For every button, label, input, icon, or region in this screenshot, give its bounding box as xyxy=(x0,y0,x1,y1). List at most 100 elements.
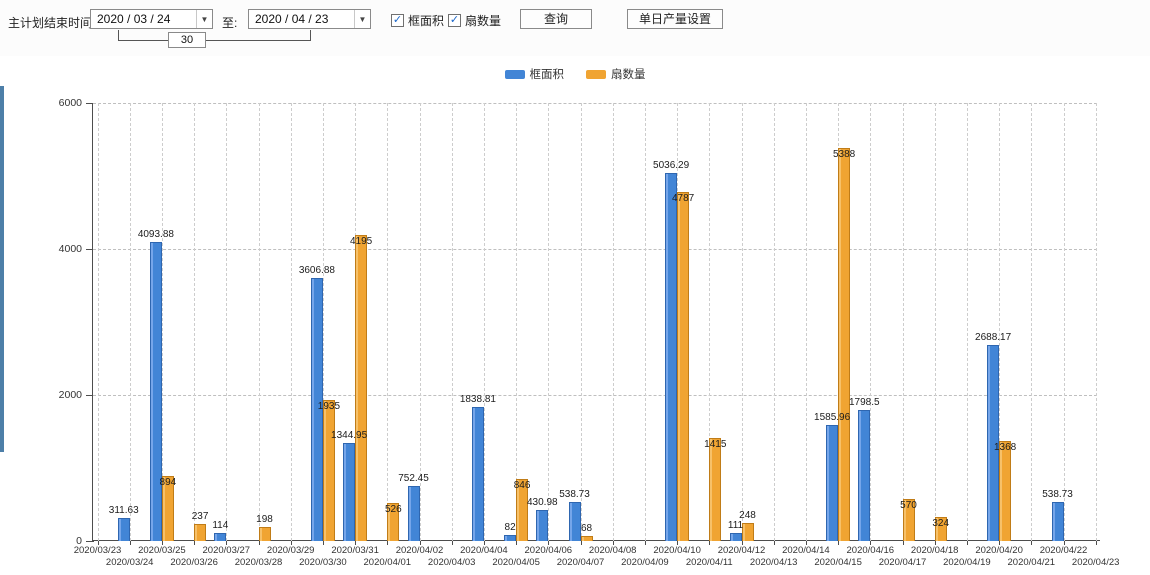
legend-item-fan-count: 扇数量 xyxy=(586,66,646,82)
gridline-vertical xyxy=(129,103,131,541)
checkbox-checked-icon[interactable]: ✓ xyxy=(391,14,404,27)
x-axis-tick xyxy=(516,541,518,545)
y-axis-tick-label: 6000 xyxy=(58,97,82,109)
bar-value-label: 538.73 xyxy=(559,488,590,500)
bar-frame-area xyxy=(665,173,678,541)
x-axis-tick xyxy=(355,541,357,545)
bar-fan-count xyxy=(387,502,400,541)
gridline-horizontal xyxy=(93,249,1097,250)
bar-fan-count xyxy=(999,441,1012,541)
x-axis-tick xyxy=(773,541,775,545)
bar-value-label: 538.73 xyxy=(1042,488,1073,500)
bar-value-label: 311.63 xyxy=(108,505,139,517)
bar-frame-area xyxy=(310,277,323,541)
x-axis-tick xyxy=(677,541,679,545)
bar-frame-area xyxy=(568,501,581,541)
bar-frame-area xyxy=(214,532,227,541)
chart-legend: 框面积 扇数量 xyxy=(0,66,1150,82)
plot-area: 2020/03/23 2020/03/24 311.63 2020/03/25 4093… xyxy=(74,103,1119,568)
bar-fan-count xyxy=(355,234,368,541)
x-axis-tick-label: 2020/03/25 xyxy=(138,545,186,556)
bar-frame-area xyxy=(826,425,839,541)
x-axis-tick xyxy=(419,541,421,545)
x-axis-tick xyxy=(290,541,292,545)
bar-frame-area xyxy=(117,518,130,541)
bar-fan-count xyxy=(194,523,207,541)
gridline-vertical xyxy=(226,103,228,541)
bar-value-label: 1344.95 xyxy=(331,429,368,441)
x-axis-tick xyxy=(226,541,228,545)
gridline-vertical xyxy=(161,103,163,541)
x-axis-tick xyxy=(902,541,904,545)
gridline-vertical xyxy=(612,103,614,541)
bar-value-label: 4195 xyxy=(349,235,373,247)
bar-frame-area xyxy=(504,535,517,541)
x-axis-tick-label: 2020/04/07 xyxy=(556,557,605,568)
bar-value-label: 114 xyxy=(212,519,229,531)
x-axis-tick-label: 2020/04/21 xyxy=(1007,557,1056,568)
x-axis-tick-label: 2020/04/14 xyxy=(782,545,830,556)
gridline-vertical xyxy=(1063,103,1065,541)
gridline-vertical xyxy=(387,103,389,541)
bar-value-label: 111 xyxy=(727,519,744,531)
x-axis-tick xyxy=(548,541,550,545)
window-edge-strip xyxy=(0,86,4,452)
bar-value-label: 82 xyxy=(504,522,516,533)
bar-value-label: 1585.96 xyxy=(814,412,851,424)
x-axis-tick-label: 2020/04/15 xyxy=(814,557,862,568)
x-axis-tick-label: 2020/04/19 xyxy=(943,557,991,568)
gridline-vertical xyxy=(290,103,292,541)
bar-value-label: 68 xyxy=(580,523,593,535)
legend-item-frame-area: 框面积 xyxy=(504,66,564,82)
chevron-down-icon[interactable]: ▼ xyxy=(354,10,370,28)
chevron-down-icon[interactable]: ▼ xyxy=(196,10,212,28)
bar-fan-count xyxy=(934,517,947,541)
x-axis-tick-label: 2020/03/28 xyxy=(234,557,283,568)
bar-value-label: 4093.88 xyxy=(137,229,174,241)
gridline-vertical xyxy=(644,103,646,541)
bar-value-label: 570 xyxy=(900,500,917,512)
daily-output-settings-button[interactable]: 单日产量设置 xyxy=(627,9,723,29)
x-axis-tick xyxy=(966,541,968,545)
query-button[interactable]: 查询 xyxy=(520,9,592,29)
frame-area-checkbox[interactable]: ✓ 框面积 xyxy=(391,12,444,29)
blue-swatch-icon xyxy=(504,69,525,79)
fan-count-checkbox-label: 扇数量 xyxy=(465,14,502,28)
bar-value-label: 5036.29 xyxy=(653,160,690,172)
bar-fan-count xyxy=(741,522,754,541)
gridline-vertical xyxy=(580,103,582,541)
date-to-combo[interactable]: 2020 / 04 / 23 ▼ xyxy=(248,9,371,29)
gridline-vertical xyxy=(805,103,807,541)
x-axis-tick-label: 2020/04/22 xyxy=(1039,545,1088,556)
gridline-vertical xyxy=(934,103,936,541)
date-from-combo[interactable]: 2020 / 03 / 24 ▼ xyxy=(90,9,213,29)
bar-value-label: 1838.81 xyxy=(459,393,496,405)
x-axis-tick-label: 2020/04/08 xyxy=(588,545,637,556)
x-axis-tick xyxy=(97,541,99,545)
x-axis-tick xyxy=(258,541,260,545)
fan-count-checkbox[interactable]: ✓ 扇数量 xyxy=(448,12,501,29)
bar-value-label: 237 xyxy=(191,510,209,522)
x-axis-tick xyxy=(644,541,646,545)
checkbox-checked-icon[interactable]: ✓ xyxy=(448,14,461,27)
bar-frame-area xyxy=(343,442,356,541)
bar-value-label: 1415 xyxy=(704,438,727,450)
bar-value-label: 846 xyxy=(513,480,531,492)
days-count-input[interactable] xyxy=(168,32,206,48)
date-to-value: 2020 / 04 / 23 xyxy=(255,12,329,26)
bar-fan-count xyxy=(580,536,593,541)
x-axis-tick xyxy=(1095,541,1097,545)
x-axis-tick-label: 2020/04/05 xyxy=(492,557,540,568)
gridline-vertical xyxy=(773,103,775,541)
bar-frame-area xyxy=(149,242,162,541)
x-axis-tick-label: 2020/04/06 xyxy=(524,545,573,556)
y-axis-tick xyxy=(86,541,92,542)
gridline-vertical xyxy=(451,103,453,541)
frame-area-checkbox-label: 框面积 xyxy=(408,14,445,28)
bar-value-label: 1935 xyxy=(317,400,341,412)
x-axis-tick-label: 2020/04/13 xyxy=(749,557,798,568)
x-axis-tick xyxy=(483,541,485,545)
x-axis-tick xyxy=(805,541,807,545)
bar-value-label: 198 xyxy=(256,513,273,525)
